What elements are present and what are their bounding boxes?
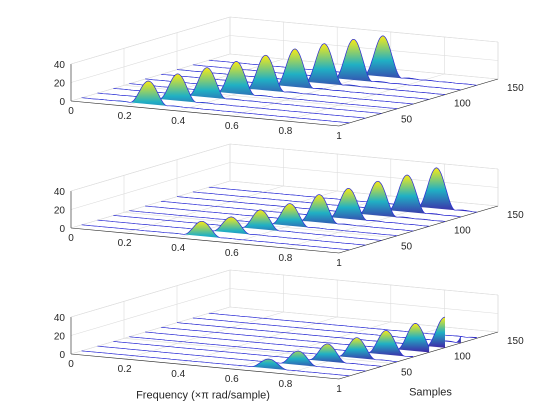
trace-line xyxy=(176,316,446,347)
trace-line xyxy=(113,341,382,367)
top-edge xyxy=(70,143,231,192)
z-tick-label: 40 xyxy=(54,187,66,198)
y-tick-label: 150 xyxy=(507,210,524,221)
x-tick-label: 0.2 xyxy=(118,111,132,122)
top-edge xyxy=(229,143,499,170)
trace-line xyxy=(81,350,350,377)
x-tick-label: 0 xyxy=(68,359,74,370)
x-tick-label: 0.2 xyxy=(118,364,132,375)
trace-surface xyxy=(113,209,382,241)
x-tick-label: 0.4 xyxy=(171,116,185,127)
grid-line xyxy=(229,180,499,207)
z-tick-label: 0 xyxy=(59,224,65,235)
trace-surface xyxy=(161,48,430,100)
grid-line xyxy=(70,35,231,83)
x-tick-label: 0 xyxy=(68,233,74,244)
y-axis-line xyxy=(338,78,499,127)
grid-line xyxy=(70,180,231,229)
trace-surface xyxy=(97,216,366,246)
x-tick-label: 0.6 xyxy=(225,374,239,385)
y-tick-label: 150 xyxy=(507,336,524,347)
grid-line xyxy=(229,288,499,314)
x-tick-label: 0.2 xyxy=(118,238,132,249)
grid-line xyxy=(70,162,231,210)
y-tick-label: 100 xyxy=(454,99,471,110)
x-axis-line xyxy=(70,227,340,254)
y-tick-label: 150 xyxy=(507,83,524,94)
trace-line xyxy=(113,67,382,114)
trace-line xyxy=(81,80,350,124)
grid-line xyxy=(229,306,499,333)
trace-line xyxy=(208,312,477,338)
trace-line xyxy=(176,43,446,95)
z-tick-label: 20 xyxy=(54,79,66,90)
grid-line xyxy=(229,162,499,188)
x-tick-label: 0.8 xyxy=(278,379,292,390)
grid-line xyxy=(70,306,231,355)
trace-line xyxy=(97,345,366,372)
z-tick-label: 20 xyxy=(54,206,66,217)
z-tick-label: 40 xyxy=(54,313,66,324)
trace-surface xyxy=(208,167,477,213)
y-tick-label: 100 xyxy=(454,226,471,237)
x-tick-label: 0.8 xyxy=(278,126,292,137)
x-tick-label: 0.4 xyxy=(171,243,185,254)
grid-line xyxy=(70,288,231,336)
grid-line xyxy=(123,338,393,364)
x-tick-label: 0 xyxy=(68,106,74,117)
top-edge xyxy=(229,269,499,296)
trace-surface xyxy=(192,175,461,217)
y-tick-label: 100 xyxy=(454,352,471,363)
trace-line xyxy=(145,54,414,105)
trace-line xyxy=(81,220,350,251)
x-tick-label: 1 xyxy=(336,384,342,395)
x-tick-label: 0.4 xyxy=(171,369,185,380)
trace-surface xyxy=(177,181,445,222)
top-edge xyxy=(70,269,231,318)
x-tick-label: 0.6 xyxy=(225,248,239,259)
trace-line xyxy=(97,216,366,246)
top-edge xyxy=(229,16,499,43)
y-tick-label: 50 xyxy=(401,114,413,125)
y-tick-label: 50 xyxy=(401,241,413,252)
grid-line xyxy=(229,35,499,61)
trace-surface xyxy=(161,188,430,227)
top-edge xyxy=(70,16,231,65)
trace-surface xyxy=(81,221,350,250)
trace-line xyxy=(113,209,382,241)
y-axis-label: Samples xyxy=(409,387,452,399)
x-tick-label: 0.8 xyxy=(278,253,292,264)
z-tick-label: 20 xyxy=(54,332,66,343)
x-axis-line xyxy=(70,100,340,127)
z-tick-label: 0 xyxy=(59,97,65,108)
z-tick-label: 0 xyxy=(59,350,65,361)
x-tick-label: 1 xyxy=(336,258,342,269)
x-tick-label: 0.6 xyxy=(225,121,239,132)
trace-surface xyxy=(145,330,414,358)
x-axis-label: Frequency (×π rad/sample) xyxy=(136,390,270,402)
x-tick-label: 1 xyxy=(336,131,342,142)
trace-surface xyxy=(161,323,430,353)
trace-line xyxy=(129,336,398,362)
y-tick-label: 50 xyxy=(401,367,413,378)
x-axis-line xyxy=(70,353,340,380)
z-tick-label: 40 xyxy=(54,60,66,71)
trace-surface xyxy=(81,81,350,123)
